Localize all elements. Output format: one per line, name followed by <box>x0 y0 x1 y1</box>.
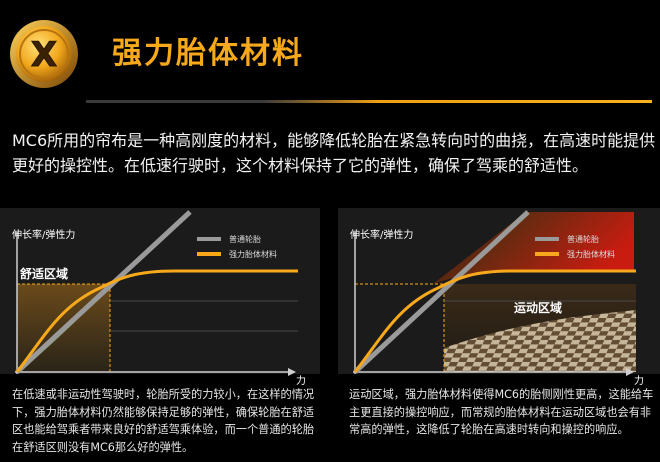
y-axis-label: 伸长率/弹性力 <box>350 228 413 241</box>
strong-carcass-curve <box>15 269 298 373</box>
standard-tire-line <box>15 210 192 374</box>
x-axis-label: 力 <box>296 374 306 387</box>
x-badge-icon: X <box>10 20 78 88</box>
legend-label-standard: 普通轮胎 <box>567 234 599 244</box>
legend-swatch-standard <box>197 237 221 241</box>
legend-label-strong: 强力胎体材料 <box>567 249 615 259</box>
comfort-chart: 普通轮胎 强力胎体材料 伸长率/弹性力 舒适区域 力 <box>12 210 306 387</box>
strong-carcass-curve <box>353 269 636 373</box>
sport-caption: 运动区域，强力胎体材料使得MC6的胎侧刚性更高，这能给车主更直接的操控响应，而常… <box>349 388 654 436</box>
legend-swatch-strong <box>535 252 559 256</box>
sport-gap-area <box>433 212 634 284</box>
intro-paragraph: MC6所用的帘布是一种高刚度的材料，能够降低轮胎在紧急转向时的曲挠，在高速时能提… <box>12 131 656 175</box>
zone-label: 运动区域 <box>514 300 562 315</box>
legend-swatch-strong <box>197 252 221 256</box>
x-axis-label: 力 <box>634 374 644 387</box>
legend-label-standard: 普通轮胎 <box>229 234 261 244</box>
legend-label-strong: 强力胎体材料 <box>229 249 277 259</box>
legend-swatch-standard <box>535 237 559 241</box>
comfort-caption: 在低速或非运动性驾驶时，轮胎所受的力较小，在这样的情况下，强力胎体材料仍然能够保… <box>12 388 315 454</box>
standard-tire-line <box>353 210 530 374</box>
page-title: 强力胎体材料 <box>112 36 304 71</box>
x-axis-arrow-icon <box>626 368 634 376</box>
header-divider-accent <box>262 100 652 103</box>
zone-label: 舒适区域 <box>19 266 68 281</box>
x-axis-arrow-icon <box>288 368 296 376</box>
sport-chart: 普通轮胎 强力胎体材料 伸长率/弹性力 运动区域 力 <box>350 210 644 387</box>
checkered-flag <box>444 310 636 372</box>
y-axis-label: 伸长率/弹性力 <box>12 228 75 241</box>
badge-letter: X <box>31 35 57 75</box>
